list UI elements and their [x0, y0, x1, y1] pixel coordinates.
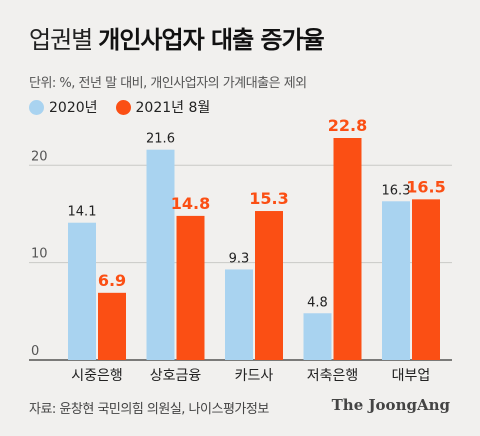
x-tick-label: 카드사: [235, 368, 274, 384]
bar-2021-08: [333, 138, 362, 360]
y-tick-label: 10: [31, 247, 48, 262]
title-main: 개인사업자 대출 증가율: [98, 26, 325, 54]
data-label-2020: 14.1: [68, 205, 97, 220]
data-label-2020: 21.6: [146, 132, 175, 147]
title-prefix: 업권별: [29, 26, 93, 54]
x-tick-label: 저축은행: [307, 368, 359, 384]
source-note: 자료: 윤창현 국민의힘 의원실, 나이스평가정보: [29, 402, 269, 417]
data-label-2020: 16.3: [382, 183, 411, 198]
bar-2021-08: [98, 292, 126, 360]
y-tick-label: 0: [31, 344, 39, 359]
bar-2020: [225, 269, 253, 360]
bar-2020: [382, 201, 410, 360]
data-label-2021-08: 14.8: [171, 194, 210, 213]
data-label-2021-08: 15.3: [249, 189, 288, 208]
legend-swatch-2020: [29, 99, 44, 115]
bar-2020: [68, 222, 96, 360]
x-tick-label: 시중은행: [71, 368, 123, 384]
unit-note: 단위: %, 전년 말 대비, 개인사업자의 가계대출은 제외: [29, 76, 307, 91]
bar-2021-08: [412, 199, 440, 360]
x-tick-label: 대부업: [392, 368, 431, 384]
bar-2020: [146, 149, 175, 360]
data-label-2021-08: 16.5: [406, 177, 445, 196]
bar-2021-08: [255, 211, 283, 360]
legend-item-2020: 2020년: [29, 97, 98, 117]
legend-swatch-2021: [115, 99, 131, 115]
chart-title: 업권별 개인사업자 대출 증가율: [29, 20, 325, 55]
bar-2021-08: [176, 215, 205, 360]
legend-item-2021: 2021년 8월: [115, 97, 211, 117]
x-tick-label: 상호금융: [150, 368, 202, 384]
data-label-2020: 9.3: [229, 251, 250, 266]
legend-label-2021: 2021년 8월: [135, 100, 211, 116]
bar-2020: [303, 313, 332, 360]
legend: 2020년 2021년 8월: [29, 97, 228, 117]
data-label-2020: 4.8: [307, 295, 328, 310]
data-label-2021-08: 6.9: [98, 271, 126, 290]
y-tick-label: 20: [31, 149, 48, 164]
brand-logo: The JoongAng: [331, 396, 450, 414]
legend-label-2020: 2020년: [49, 100, 98, 116]
data-label-2021-08: 22.8: [328, 116, 367, 135]
